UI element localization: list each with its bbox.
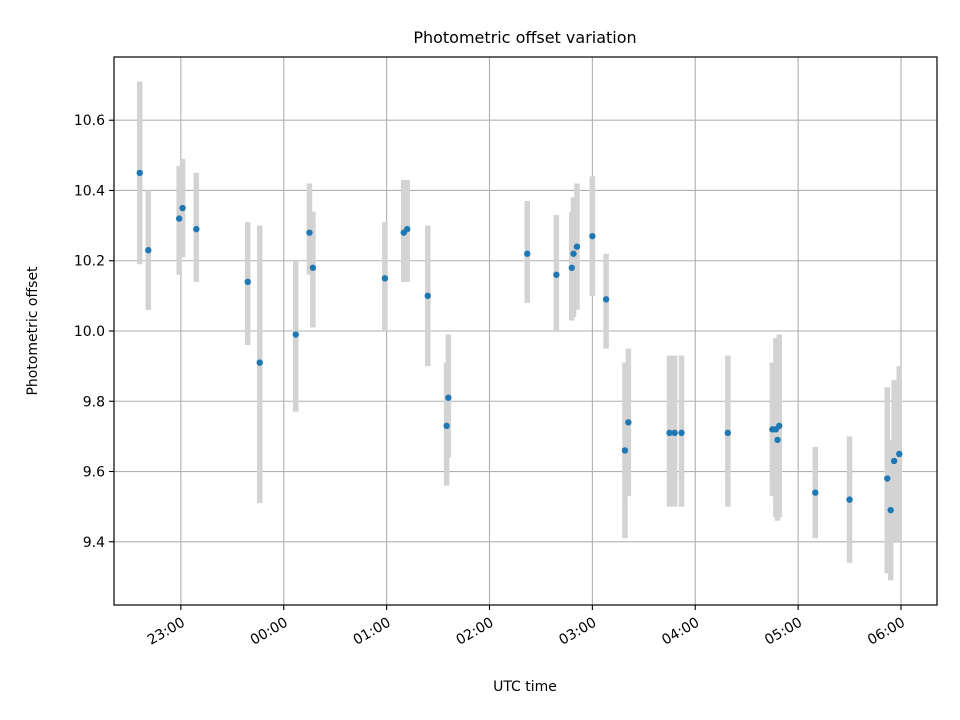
data-point: [306, 229, 313, 236]
y-tick-label: 10.6: [74, 113, 105, 129]
data-point: [292, 331, 299, 338]
data-point: [774, 436, 781, 444]
data-point: [175, 215, 183, 222]
data-point: [424, 292, 431, 300]
y-tick-label: 10.4: [74, 183, 105, 199]
data-point: [553, 271, 560, 278]
chart-title: Photometric offset variation: [413, 28, 636, 47]
data-point: [724, 429, 732, 437]
data-point: [145, 247, 152, 254]
data-point: [896, 450, 903, 458]
y-tick-label: 10.0: [74, 324, 105, 340]
data-point: [846, 496, 853, 503]
data-point: [179, 204, 186, 212]
data-point: [445, 394, 452, 401]
data-point: [602, 296, 610, 303]
data-point: [573, 243, 581, 250]
data-point: [625, 419, 632, 426]
y-tick-label: 9.8: [83, 394, 105, 410]
data-point: [244, 278, 251, 286]
data-point: [776, 422, 783, 430]
data-point: [621, 447, 629, 454]
data-point: [570, 250, 577, 257]
data-point: [671, 429, 678, 437]
y-tick-label: 9.4: [83, 535, 105, 551]
data-point: [381, 275, 389, 282]
data-point: [443, 422, 450, 430]
data-point: [589, 232, 596, 240]
data-point: [568, 264, 575, 271]
data-point: [403, 225, 411, 233]
data-point: [812, 489, 819, 496]
data-points: [136, 169, 903, 514]
x-axis-label: UTC time: [493, 679, 557, 695]
data-point: [890, 457, 898, 465]
data-point: [666, 429, 673, 437]
data-point: [193, 225, 200, 233]
data-point: [309, 264, 317, 271]
y-tick-label: 10.2: [74, 254, 105, 270]
data-point: [136, 169, 143, 177]
y-tick-label: 9.6: [83, 465, 105, 481]
y-axis-label: Photometric offset: [25, 266, 41, 396]
data-point: [256, 359, 263, 366]
data-point: [887, 506, 894, 514]
data-point: [884, 475, 891, 482]
data-point: [678, 429, 685, 437]
data-point: [524, 250, 531, 257]
